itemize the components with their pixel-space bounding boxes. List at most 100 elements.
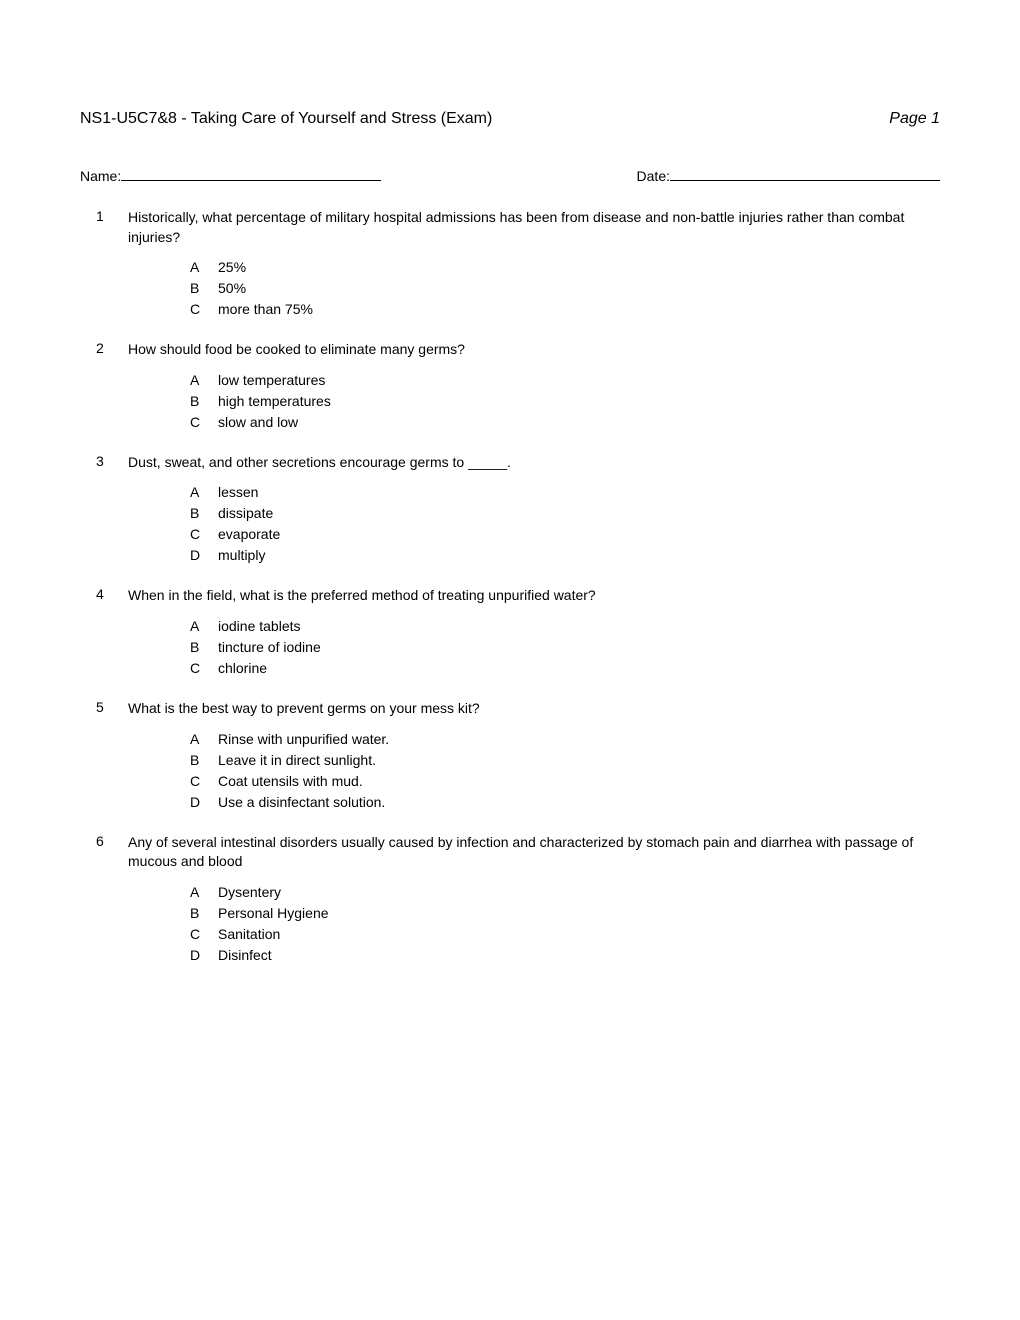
option-letter: C <box>190 924 218 945</box>
option[interactable]: B50% <box>190 278 940 299</box>
option[interactable]: ADysentery <box>190 882 940 903</box>
option-letter: B <box>190 278 218 299</box>
option-letter: A <box>190 616 218 637</box>
option-text: iodine tablets <box>218 616 940 637</box>
question-text: Any of several intestinal disorders usua… <box>128 833 940 872</box>
option-letter: A <box>190 257 218 278</box>
option-letter: B <box>190 903 218 924</box>
option-text: chlorine <box>218 658 940 679</box>
question: 3Dust, sweat, and other secretions encou… <box>80 453 940 567</box>
option[interactable]: A25% <box>190 257 940 278</box>
option-letter: C <box>190 658 218 679</box>
option-letter: A <box>190 482 218 503</box>
question-text: When in the field, what is the preferred… <box>128 586 940 606</box>
option-text: Sanitation <box>218 924 940 945</box>
option-letter: A <box>190 882 218 903</box>
option[interactable]: DDisinfect <box>190 945 940 966</box>
date-field: Date: <box>637 168 940 184</box>
question: 6Any of several intestinal disorders usu… <box>80 833 940 966</box>
option-letter: D <box>190 945 218 966</box>
option-text: Dysentery <box>218 882 940 903</box>
exam-title: NS1-U5C7&8 - Taking Care of Yourself and… <box>80 110 492 128</box>
name-line[interactable] <box>121 180 381 181</box>
options: Alow temperaturesBhigh temperaturesCslow… <box>128 370 940 433</box>
options: ADysenteryBPersonal HygieneCSanitationDD… <box>128 882 940 966</box>
option-text: high temperatures <box>218 391 940 412</box>
option-text: Leave it in direct sunlight. <box>218 750 940 771</box>
question-body: Historically, what percentage of militar… <box>128 208 940 320</box>
option-letter: C <box>190 299 218 320</box>
option[interactable]: DUse a disinfectant solution. <box>190 792 940 813</box>
option[interactable]: Cmore than 75% <box>190 299 940 320</box>
options: AlessenBdissipateCevaporateDmultiply <box>128 482 940 566</box>
name-field: Name: <box>80 168 381 184</box>
question-number: 3 <box>80 453 128 567</box>
option[interactable]: ARinse with unpurified water. <box>190 729 940 750</box>
option[interactable]: Bdissipate <box>190 503 940 524</box>
question-number: 1 <box>80 208 128 320</box>
option[interactable]: CCoat utensils with mud. <box>190 771 940 792</box>
option-text: tincture of iodine <box>218 637 940 658</box>
option[interactable]: Cslow and low <box>190 412 940 433</box>
option-text: low temperatures <box>218 370 940 391</box>
question-number: 4 <box>80 586 128 679</box>
option-letter: D <box>190 792 218 813</box>
option-text: Use a disinfectant solution. <box>218 792 940 813</box>
option[interactable]: CSanitation <box>190 924 940 945</box>
question-text: What is the best way to prevent germs on… <box>128 699 940 719</box>
option-letter: B <box>190 637 218 658</box>
option[interactable]: BPersonal Hygiene <box>190 903 940 924</box>
question-body: Any of several intestinal disorders usua… <box>128 833 940 966</box>
option[interactable]: Cevaporate <box>190 524 940 545</box>
option-text: slow and low <box>218 412 940 433</box>
option[interactable]: Btincture of iodine <box>190 637 940 658</box>
question: 1Historically, what percentage of milita… <box>80 208 940 320</box>
question: 5What is the best way to prevent germs o… <box>80 699 940 813</box>
page-number: Page 1 <box>889 110 940 128</box>
option[interactable]: Alow temperatures <box>190 370 940 391</box>
name-label: Name: <box>80 168 121 184</box>
question-text: Historically, what percentage of militar… <box>128 208 940 247</box>
options: A25%B50%Cmore than 75% <box>128 257 940 320</box>
option[interactable]: Aiodine tablets <box>190 616 940 637</box>
option-letter: C <box>190 412 218 433</box>
option-text: Personal Hygiene <box>218 903 940 924</box>
option[interactable]: Cchlorine <box>190 658 940 679</box>
question-body: Dust, sweat, and other secretions encour… <box>128 453 940 567</box>
option[interactable]: Bhigh temperatures <box>190 391 940 412</box>
date-label: Date: <box>637 168 670 184</box>
question-body: What is the best way to prevent germs on… <box>128 699 940 813</box>
option-letter: B <box>190 503 218 524</box>
option-letter: B <box>190 750 218 771</box>
options: Aiodine tabletsBtincture of iodineCchlor… <box>128 616 940 679</box>
option-text: evaporate <box>218 524 940 545</box>
option-text: more than 75% <box>218 299 940 320</box>
option-text: 50% <box>218 278 940 299</box>
option[interactable]: Dmultiply <box>190 545 940 566</box>
option-letter: B <box>190 391 218 412</box>
option-letter: D <box>190 545 218 566</box>
question-number: 5 <box>80 699 128 813</box>
question-number: 2 <box>80 340 128 433</box>
options: ARinse with unpurified water.BLeave it i… <box>128 729 940 813</box>
question-body: How should food be cooked to eliminate m… <box>128 340 940 433</box>
option-letter: C <box>190 771 218 792</box>
questions-container: 1Historically, what percentage of milita… <box>80 208 940 966</box>
option[interactable]: BLeave it in direct sunlight. <box>190 750 940 771</box>
option[interactable]: Alessen <box>190 482 940 503</box>
option-text: lessen <box>218 482 940 503</box>
option-text: Coat utensils with mud. <box>218 771 940 792</box>
question: 4When in the field, what is the preferre… <box>80 586 940 679</box>
question: 2How should food be cooked to eliminate … <box>80 340 940 433</box>
name-date-row: Name: Date: <box>80 168 940 184</box>
option-letter: A <box>190 370 218 391</box>
option-text: multiply <box>218 545 940 566</box>
option-letter: A <box>190 729 218 750</box>
question-text: Dust, sweat, and other secretions encour… <box>128 453 940 473</box>
question-number: 6 <box>80 833 128 966</box>
option-letter: C <box>190 524 218 545</box>
date-line[interactable] <box>670 180 940 181</box>
option-text: Rinse with unpurified water. <box>218 729 940 750</box>
option-text: 25% <box>218 257 940 278</box>
question-body: When in the field, what is the preferred… <box>128 586 940 679</box>
